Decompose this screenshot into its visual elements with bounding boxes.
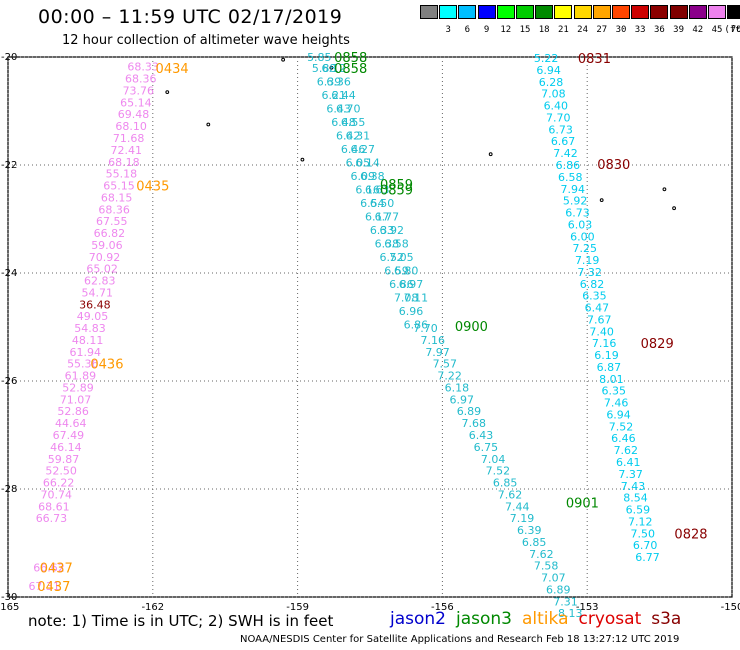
island-marker bbox=[166, 91, 169, 94]
y-tick-label: -20 bbox=[1, 52, 17, 63]
legend-entry: jason2 bbox=[390, 609, 446, 629]
y-tick-label: -24 bbox=[1, 268, 17, 279]
data-point-label: 66.73 bbox=[36, 512, 68, 525]
island-marker bbox=[282, 58, 285, 61]
time-label: 0901 bbox=[566, 497, 599, 512]
time-label: 0900 bbox=[455, 320, 488, 335]
data-point-label: 6.50 bbox=[370, 197, 395, 210]
data-point-label: 6.14 bbox=[355, 156, 380, 169]
time-label: 0435 bbox=[136, 180, 169, 195]
data-point-label: 6.27 bbox=[351, 143, 376, 156]
time-label: 0831 bbox=[578, 52, 611, 67]
time-label: 0437 bbox=[37, 580, 70, 595]
island-marker bbox=[663, 188, 666, 191]
island-marker bbox=[673, 207, 676, 210]
time-label: 0436 bbox=[90, 358, 123, 373]
data-point-label: 6.97 bbox=[399, 278, 424, 291]
time-label: 0858 bbox=[334, 62, 367, 77]
data-point-label: 6.92 bbox=[379, 224, 404, 237]
y-tick-label: -30 bbox=[1, 592, 17, 603]
y-tick-label: -28 bbox=[1, 484, 17, 495]
y-tick-label: -22 bbox=[1, 160, 17, 171]
footer-credit: NOAA/NESDIS Center for Satellite Applica… bbox=[240, 634, 679, 645]
data-point-label: 7.11 bbox=[404, 291, 429, 304]
data-point-label: 6.77 bbox=[635, 551, 660, 564]
time-label: 0437 bbox=[40, 561, 73, 576]
y-tick-label: -26 bbox=[1, 376, 17, 387]
data-point-label: 6.44 bbox=[331, 89, 356, 102]
island-marker bbox=[600, 199, 603, 202]
data-point-label: 6.31 bbox=[346, 129, 371, 142]
series-cryosat: 5.226.946.287.086.407.706.736.677.426.86… bbox=[534, 52, 660, 564]
units-note: note: 1) Time is in UTC; 2) SWH is in fe… bbox=[28, 612, 333, 630]
island-marker bbox=[207, 123, 210, 126]
data-point-label: 6.70 bbox=[336, 102, 361, 115]
legend-entry: altika bbox=[522, 609, 569, 629]
time-label: 0828 bbox=[674, 527, 707, 542]
data-point-label: 6.96 bbox=[399, 305, 424, 318]
data-point-label: 6.80 bbox=[394, 264, 419, 277]
time-label: 0829 bbox=[641, 337, 674, 352]
time-label: 0830 bbox=[597, 158, 630, 173]
data-point-label: 6.36 bbox=[326, 75, 351, 88]
series-altika: 68.3368.3673.7665.1469.4868.1071.6872.41… bbox=[28, 61, 158, 593]
legend-entry: cryosat bbox=[579, 609, 642, 629]
island-marker bbox=[301, 158, 304, 161]
data-point-label: 7.05 bbox=[389, 251, 414, 264]
legend-entry: jason3 bbox=[456, 609, 512, 629]
series-jason3: 7.707.167.977.577.226.186.976.897.686.43… bbox=[413, 322, 582, 620]
x-tick-label: -150 bbox=[721, 602, 740, 613]
data-point-label: 6.55 bbox=[341, 116, 366, 129]
island-marker bbox=[489, 153, 492, 156]
legend-entry: s3a bbox=[651, 609, 681, 629]
satellite-legend: jason2 jason3 altika cryosat s3a bbox=[390, 609, 691, 629]
data-point-label: 6.58 bbox=[384, 237, 409, 250]
time-label: 0859 bbox=[380, 183, 413, 198]
x-tick-label: -165 bbox=[0, 602, 19, 613]
data-point-label: 6.77 bbox=[375, 210, 400, 223]
data-point-label: 6.86 bbox=[404, 318, 429, 331]
time-label: 0434 bbox=[156, 62, 189, 77]
